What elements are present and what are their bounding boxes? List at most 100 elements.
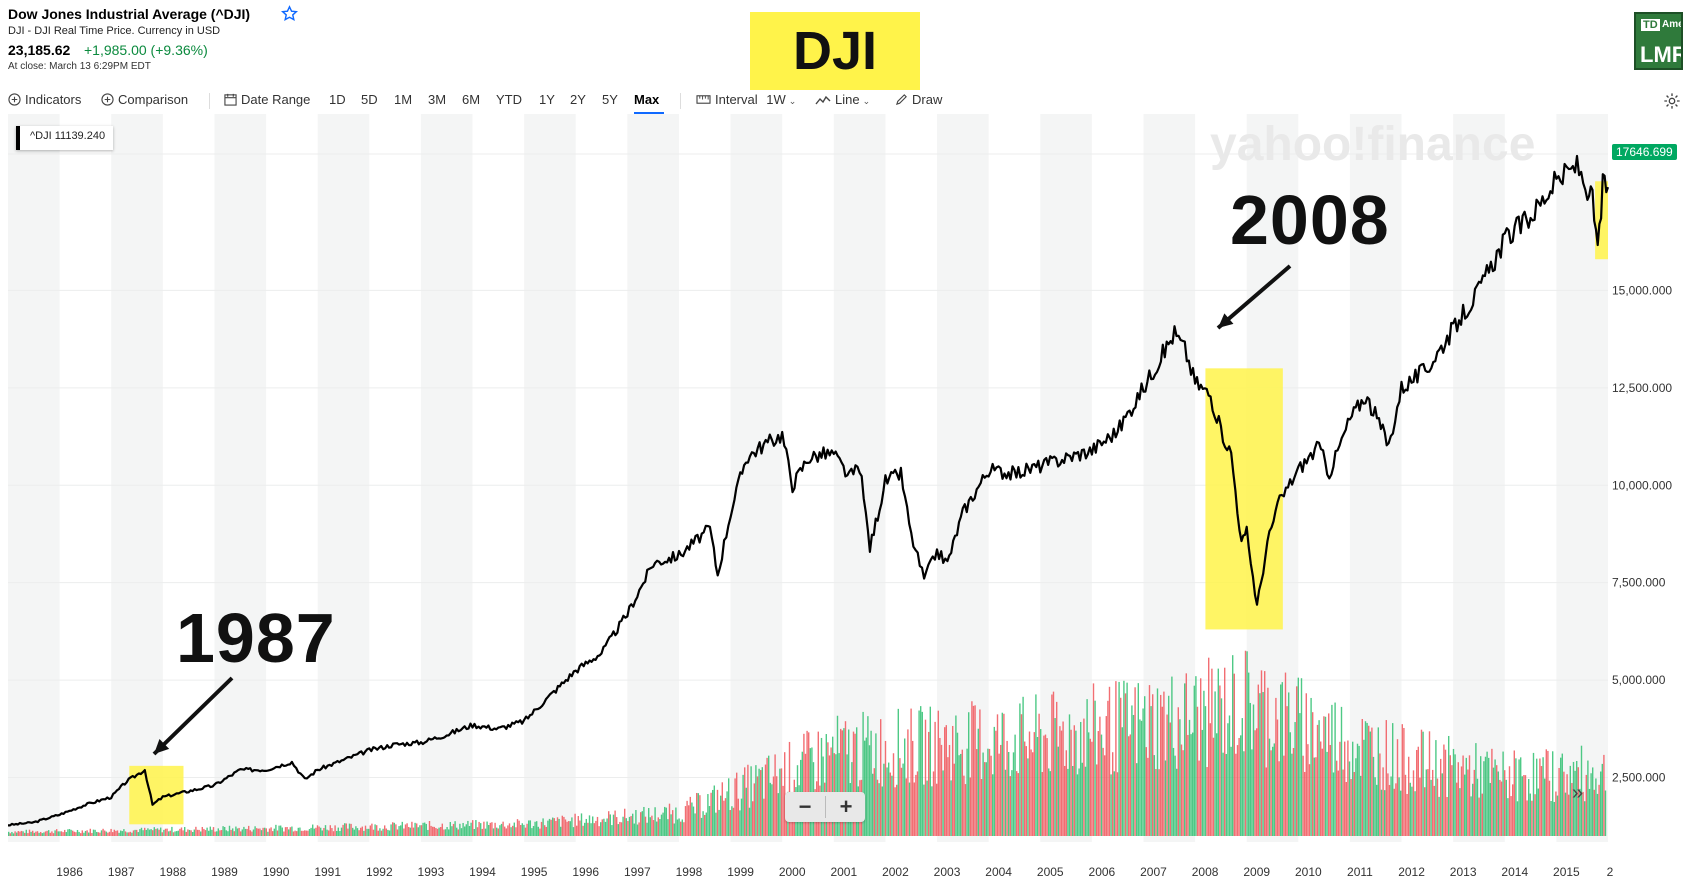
range-2y[interactable]: 2Y: [570, 92, 586, 107]
range-5d[interactable]: 5D: [361, 92, 378, 107]
volume-bar: [1081, 762, 1083, 836]
volume-bar: [780, 768, 783, 836]
volume-bar: [276, 830, 279, 836]
volume-bar: [580, 813, 583, 836]
range-max[interactable]: Max: [634, 92, 660, 107]
volume-bar: [1241, 718, 1243, 836]
volume-bar: [172, 832, 175, 836]
volume-bar: [1467, 769, 1469, 836]
indicators-button[interactable]: Indicators: [8, 92, 81, 107]
interval-button[interactable]: Interval 1W ⌄: [696, 92, 796, 107]
volume-bar: [1164, 760, 1167, 836]
x-tick-label: 2004: [985, 865, 1012, 879]
volume-bar: [673, 823, 675, 836]
volume-bar: [680, 821, 682, 836]
volume-bar: [1145, 747, 1147, 836]
date-range-button[interactable]: Date Range: [224, 92, 310, 107]
volume-bar: [953, 763, 955, 836]
zoom-in-button[interactable]: +: [839, 794, 853, 819]
volume-bar: [1006, 740, 1008, 836]
price-chart[interactable]: yahoo!finance 2,500.000 5,000.000 7,500.00…: [0, 114, 1683, 879]
volume-bar: [113, 829, 115, 836]
volume-bar: [1510, 796, 1512, 836]
y-tick-label: 5,000.000: [1612, 673, 1666, 687]
scroll-right-button[interactable]: »: [1572, 782, 1584, 804]
volume-bar: [1416, 750, 1418, 836]
volume-bar: [502, 821, 504, 836]
volume-bar: [912, 740, 914, 836]
range-6m[interactable]: 6M: [462, 92, 481, 107]
volume-bar: [96, 831, 98, 836]
volume-bar: [316, 825, 319, 836]
year-band: [627, 114, 679, 842]
range-3m[interactable]: 3M: [428, 92, 447, 107]
volume-bar: [440, 826, 442, 836]
range-1m[interactable]: 1M: [394, 92, 413, 107]
current-price-badge: 17646.699: [1612, 144, 1677, 160]
draw-button[interactable]: Draw: [895, 92, 942, 107]
gear-icon[interactable]: [1663, 92, 1681, 110]
volume-bar: [1286, 706, 1288, 836]
series-legend[interactable]: ^DJI 11139.240: [16, 126, 114, 150]
volume-bar: [636, 824, 639, 836]
volume-bar: [1296, 686, 1298, 836]
volume-bar: [1121, 727, 1123, 836]
volume-bar: [494, 822, 496, 836]
volume-bar: [310, 827, 312, 836]
volume-bar: [241, 829, 243, 836]
volume-bar: [433, 826, 435, 836]
volume-bar: [132, 830, 135, 836]
volume-bar: [1385, 720, 1387, 836]
range-1d[interactable]: 1D: [329, 92, 346, 107]
volume-bar: [868, 745, 871, 836]
volume-bar: [1240, 735, 1242, 836]
volume-bar: [817, 731, 819, 836]
volume-bar: [587, 822, 589, 836]
volume-bar: [723, 800, 725, 836]
volume-bar: [297, 827, 299, 836]
volume-bar: [486, 821, 488, 836]
volume-bar: [164, 828, 167, 836]
y-tick-label: 12,500.000: [1612, 381, 1672, 395]
volume-bar: [774, 754, 776, 836]
volume-bar: [1080, 721, 1082, 836]
volume-bar: [300, 830, 303, 836]
volume-bar: [768, 755, 770, 836]
comparison-button[interactable]: Comparison: [101, 92, 188, 107]
volume-bar: [528, 820, 530, 836]
volume-bar: [1544, 778, 1546, 836]
volume-bar: [534, 821, 536, 836]
volume-bar: [1595, 778, 1597, 836]
volume-bar: [1339, 741, 1341, 836]
zoom-divider: [825, 796, 826, 818]
volume-bar: [238, 827, 240, 836]
chart-area[interactable]: yahoo!finance 2,500.000 5,000.000 7,500.00…: [0, 114, 1683, 879]
volume-bar: [1041, 772, 1043, 836]
y-tick-label: 2,500.000: [1612, 771, 1666, 785]
volume-bar: [1604, 790, 1607, 836]
volume-bar: [438, 827, 440, 836]
x-tick-label: 2010: [1295, 865, 1322, 879]
volume-bar: [862, 711, 864, 836]
volume-bar: [163, 829, 165, 836]
volume-bar: [230, 829, 232, 836]
volume-bar: [1432, 769, 1434, 836]
line-type-button[interactable]: Line ⌄: [815, 92, 870, 107]
volume-bar: [628, 816, 631, 836]
range-5y[interactable]: 5Y: [602, 92, 618, 107]
volume-bar: [536, 821, 538, 836]
range-ytd[interactable]: YTD: [496, 92, 522, 107]
volume-bar: [1481, 793, 1483, 836]
volume-bar: [180, 827, 183, 836]
volume-bar: [1374, 777, 1376, 836]
star-icon[interactable]: [281, 5, 298, 22]
ad-logo[interactable]: TD Ame LMR: [1634, 12, 1683, 70]
volume-bar: [1276, 719, 1279, 836]
zoom-out-button[interactable]: −: [798, 794, 812, 819]
pencil-icon: [895, 94, 907, 106]
range-1y[interactable]: 1Y: [539, 92, 555, 107]
volume-bar: [937, 710, 939, 836]
volume-bar: [1217, 668, 1219, 836]
volume-bar: [888, 762, 890, 836]
volume-bar: [219, 830, 221, 836]
